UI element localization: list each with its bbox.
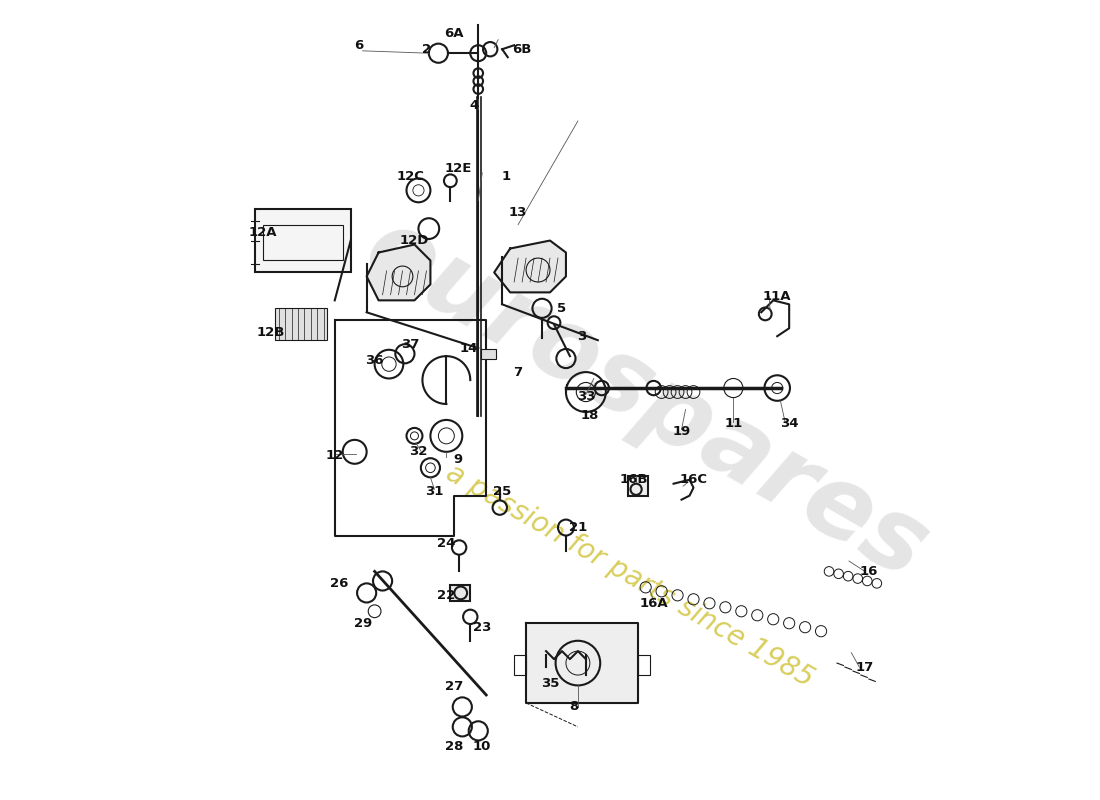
Text: 4: 4 <box>470 98 478 111</box>
Text: 16B: 16B <box>619 474 648 486</box>
Text: 16C: 16C <box>680 474 707 486</box>
Text: 27: 27 <box>446 681 463 694</box>
Text: 33: 33 <box>576 390 595 402</box>
Text: 3: 3 <box>578 330 586 342</box>
Bar <box>263 225 343 261</box>
Text: 35: 35 <box>541 677 559 690</box>
Text: 9: 9 <box>454 454 463 466</box>
Text: 12D: 12D <box>399 234 429 247</box>
Text: 11A: 11A <box>763 290 792 303</box>
Text: 31: 31 <box>426 485 443 498</box>
Text: 17: 17 <box>856 661 875 674</box>
Text: 12: 12 <box>326 450 344 462</box>
Polygon shape <box>494 241 565 292</box>
Text: 10: 10 <box>473 740 492 754</box>
Bar <box>628 476 648 496</box>
Bar <box>638 655 650 675</box>
Text: 26: 26 <box>330 577 348 590</box>
Text: 5: 5 <box>558 302 566 315</box>
Text: 19: 19 <box>672 426 691 438</box>
Text: 37: 37 <box>402 338 420 350</box>
Text: 21: 21 <box>569 521 587 534</box>
Text: 25: 25 <box>493 485 512 498</box>
Text: 14: 14 <box>460 342 477 354</box>
Text: 1: 1 <box>502 170 510 183</box>
Text: 12E: 12E <box>444 162 472 175</box>
Text: 29: 29 <box>353 617 372 630</box>
Text: 11: 11 <box>724 418 743 430</box>
Text: 32: 32 <box>409 446 428 458</box>
Polygon shape <box>526 623 638 703</box>
Bar <box>450 585 471 601</box>
Text: 6: 6 <box>354 38 363 52</box>
Text: 16: 16 <box>860 565 878 578</box>
Text: 6A: 6A <box>444 26 464 40</box>
Bar <box>514 655 526 675</box>
Text: 6B: 6B <box>513 42 531 56</box>
Text: 28: 28 <box>446 740 463 754</box>
Text: 12B: 12B <box>256 326 285 338</box>
Text: 36: 36 <box>365 354 384 366</box>
Text: 16A: 16A <box>639 597 668 610</box>
Bar <box>482 349 496 358</box>
Text: 34: 34 <box>780 418 799 430</box>
Polygon shape <box>366 245 430 300</box>
Text: 8: 8 <box>570 701 579 714</box>
Text: 13: 13 <box>509 206 527 219</box>
Text: 18: 18 <box>581 410 600 422</box>
Text: 2: 2 <box>422 42 431 56</box>
Text: 12A: 12A <box>249 226 277 239</box>
Text: eurospares: eurospares <box>348 200 944 600</box>
Bar <box>255 209 351 273</box>
Text: 22: 22 <box>437 589 455 602</box>
Text: 7: 7 <box>514 366 522 378</box>
Bar <box>275 308 327 340</box>
Text: a passion for parts since 1985: a passion for parts since 1985 <box>441 458 818 693</box>
Text: 12C: 12C <box>396 170 425 183</box>
Text: 23: 23 <box>473 621 492 634</box>
Text: 24: 24 <box>437 537 455 550</box>
